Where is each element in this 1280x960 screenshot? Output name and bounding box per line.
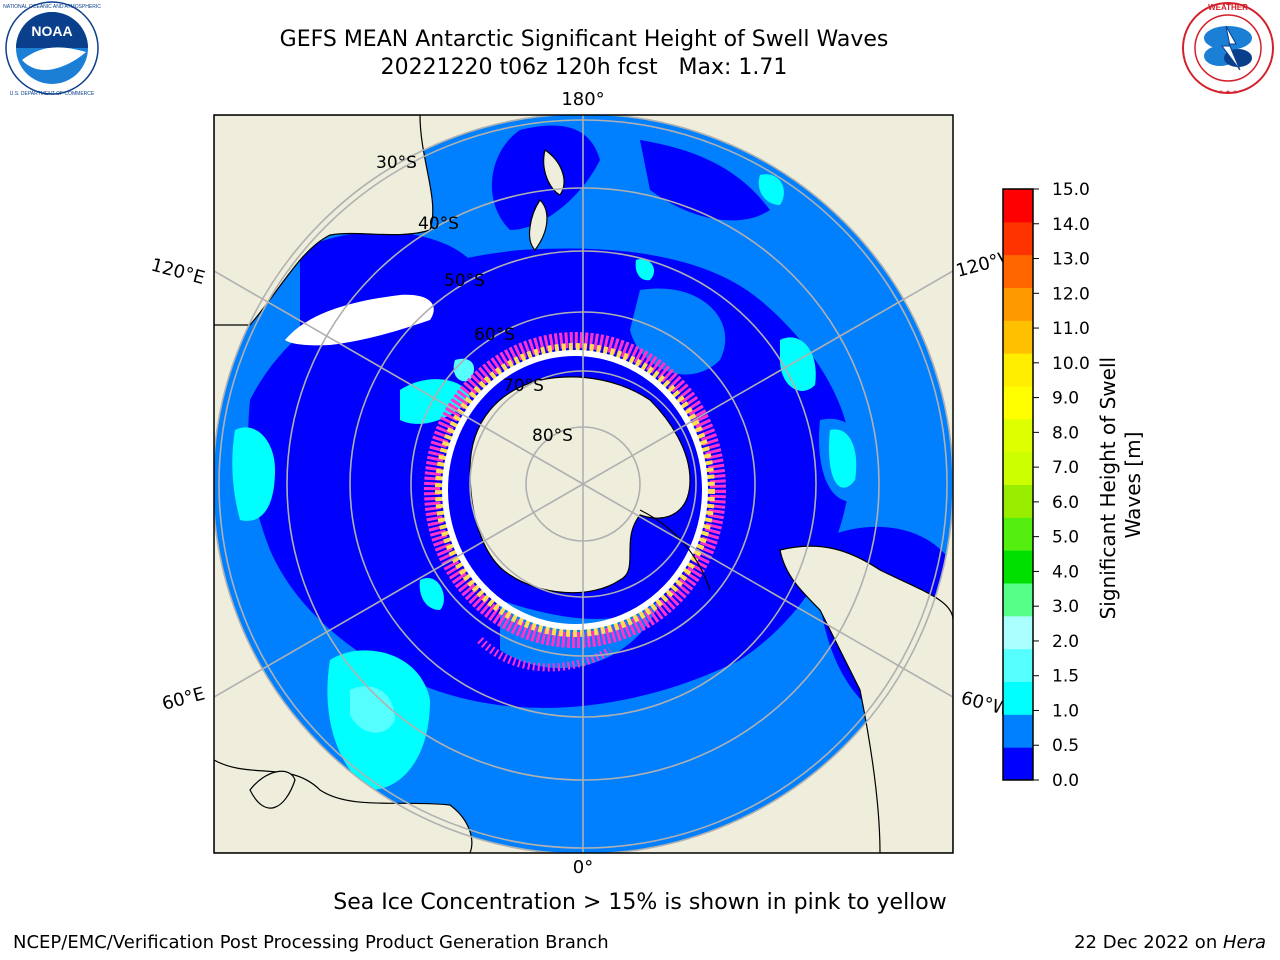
lat-label-50s: 50°S — [444, 271, 485, 291]
colorbar-tick-label: 11.0 — [1052, 319, 1090, 339]
chart-subtitle: 20221220 t06z 120h fcst Max: 1.71 — [380, 55, 788, 80]
sea-ice-band — [424, 332, 726, 672]
colorbar-tick-label: 1.0 — [1052, 701, 1079, 721]
credit-machine: Hera — [1222, 932, 1266, 953]
lon-label-60e: 60°E — [160, 683, 207, 714]
colorbar-label-line2: Waves [m] — [1121, 432, 1145, 539]
colorbar-swatch — [1003, 451, 1033, 485]
colorbar-label-line1: Significant Height of Swell — [1096, 357, 1120, 619]
colorbar-tick-label: 4.0 — [1052, 562, 1079, 582]
colorbar-tick-label: 15.0 — [1052, 180, 1090, 200]
colorbar-swatch — [1003, 615, 1033, 650]
colorbar-swatch — [1003, 583, 1033, 617]
meridian-120e — [214, 270, 584, 485]
colorbar-tick-label: 12.0 — [1052, 284, 1090, 304]
svg-text:NOAA: NOAA — [31, 23, 72, 39]
colorbar-swatch — [1003, 681, 1033, 715]
lon-label-120e: 120°E — [149, 255, 207, 289]
lat-label-30s: 30°S — [376, 153, 417, 173]
antarctic-peninsula — [639, 509, 711, 591]
svg-text:★ ★ ★: ★ ★ ★ — [1218, 89, 1237, 96]
madagascar — [249, 770, 296, 809]
colorbar-swatches — [1003, 189, 1033, 781]
colorbar-swatch — [1003, 550, 1033, 584]
colorbar-swatch — [1003, 418, 1033, 453]
chart-title: GEFS MEAN Antarctic Significant Height o… — [279, 27, 889, 52]
credit-date-text: 22 Dec 2022 on — [1074, 932, 1223, 953]
colorbar-swatch — [1003, 714, 1033, 748]
meridian-120w — [582, 270, 953, 485]
noaa-logo-bottom-text: U.S. DEPARTMENT OF COMMERCE — [10, 91, 95, 97]
colorbar-tick-label: 3.0 — [1052, 597, 1079, 617]
colorbar-tick-label: 7.0 — [1052, 458, 1079, 478]
lat-label-60s: 60°S — [474, 325, 515, 345]
colorbar-tick-label: 5.0 — [1052, 528, 1079, 548]
colorbar-swatch — [1003, 287, 1033, 321]
credit-date: 22 Dec 2022 on Hera — [1074, 932, 1266, 953]
colorbar-swatch — [1003, 386, 1033, 420]
meridian-60w — [582, 483, 953, 698]
colorbar-swatch — [1003, 254, 1033, 288]
noaa-logo-ring-text: NATIONAL OCEANIC AND ATMOSPHERIC — [3, 4, 101, 10]
colorbar-tick-label: 9.0 — [1052, 389, 1079, 409]
colorbar-tick-label: 13.0 — [1052, 250, 1090, 270]
new-zealand-south — [528, 199, 548, 251]
colorbar-label: Significant Height of Swell Waves [m] — [1096, 351, 1145, 620]
colorbar: 15.0 14.0 13.0 12.0 11.0 10.0 9.0 8.0 7.0 6.0 5.0 4… — [1002, 180, 1145, 791]
lat-label-80s: 80°S — [532, 426, 573, 446]
south-america — [779, 545, 953, 853]
sea-ice-note: Sea Ice Concentration > 15% is shown in … — [333, 890, 947, 915]
colorbar-swatch — [1003, 648, 1033, 682]
colorbar-tick-label: 1.5 — [1052, 667, 1079, 687]
colorbar-swatch — [1003, 484, 1033, 518]
colorbar-tick-label: 8.0 — [1052, 423, 1079, 443]
colorbar-swatch — [1003, 189, 1033, 223]
colorbar-tick-label: 0.5 — [1052, 736, 1079, 756]
colorbar-tick-label: 14.0 — [1052, 215, 1090, 235]
colorbar-tick-label: 2.0 — [1052, 632, 1079, 652]
lon-label-180: 180° — [561, 89, 604, 110]
colorbar-swatch — [1003, 747, 1033, 781]
colorbar-tick-label: 10.0 — [1052, 354, 1090, 374]
map-frame — [213, 114, 954, 854]
colorbar-swatch — [1003, 517, 1033, 551]
meridian-60e — [214, 483, 584, 698]
credit-organization: NCEP/EMC/Verification Post Processing Pr… — [13, 932, 609, 953]
colorbar-frame — [1002, 188, 1034, 781]
graticule — [214, 115, 953, 853]
colorbar-swatch — [1003, 353, 1033, 387]
colorbar-swatch — [1003, 320, 1033, 354]
new-zealand-north — [543, 149, 565, 196]
lat-label-70s: 70°S — [503, 376, 544, 396]
lon-label-0: 0° — [573, 857, 593, 878]
noaa-logo: NOAA NATIONAL OCEANIC AND ATMOSPHERIC U.… — [3, 1, 101, 97]
nws-logo: WEATHER ★ ★ ★ — [1182, 2, 1274, 96]
colorbar-swatch — [1003, 221, 1033, 256]
colorbar-tick-label: 6.0 — [1052, 493, 1079, 513]
colorbar-tick-label: 0.0 — [1052, 771, 1079, 791]
svg-text:WEATHER: WEATHER — [1208, 3, 1248, 12]
colorbar-ticks: 15.0 14.0 13.0 12.0 11.0 10.0 9.0 8.0 7.0 6.0 5.0 4… — [1033, 180, 1090, 791]
lat-label-40s: 40°S — [418, 214, 459, 234]
